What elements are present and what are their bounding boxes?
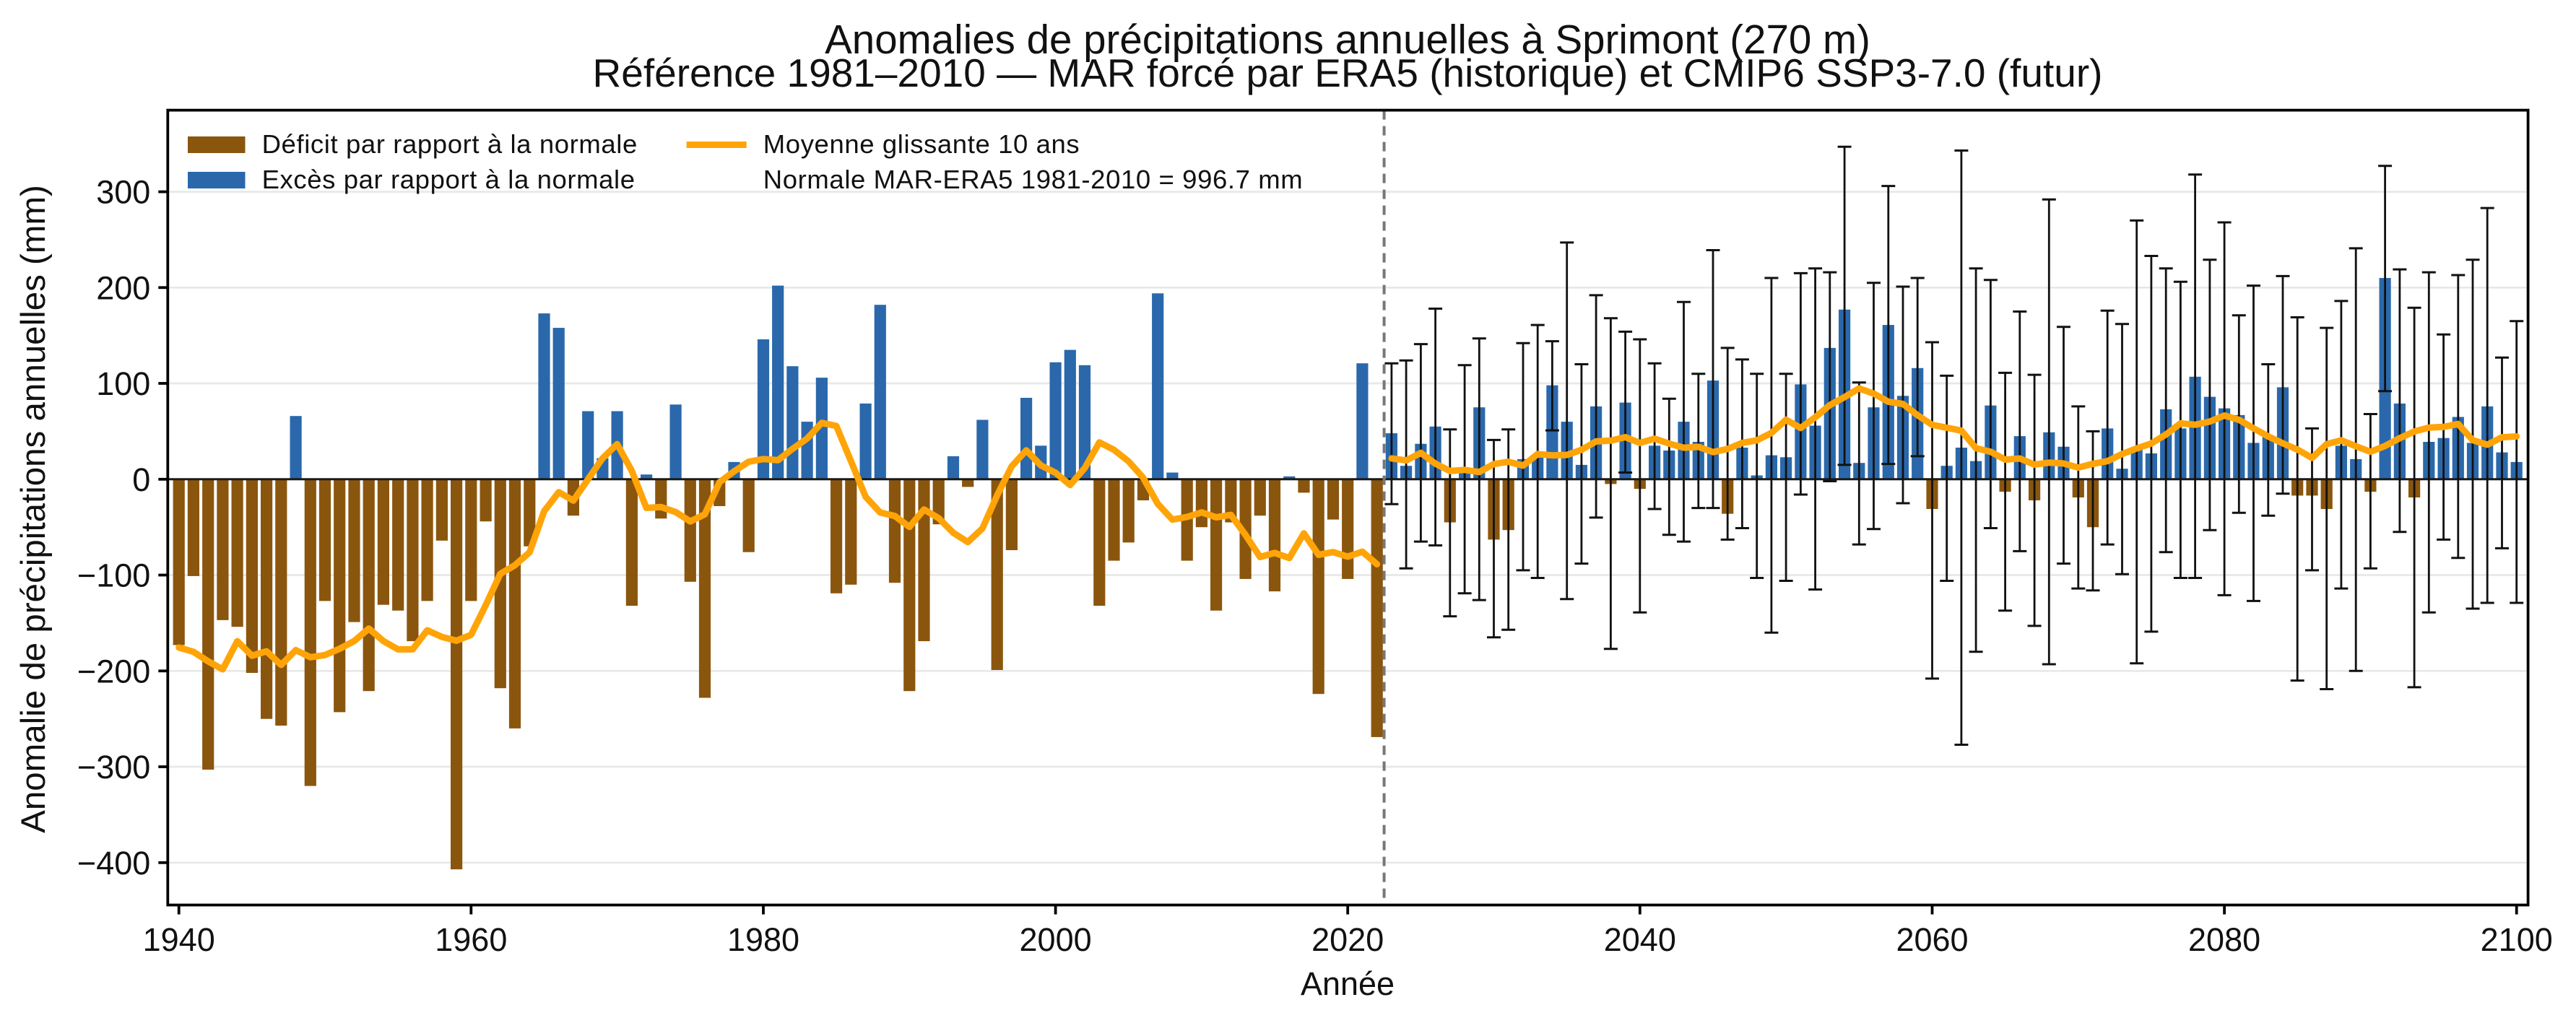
svg-text:0: 0 [132, 461, 150, 498]
svg-text:Année: Année [1301, 965, 1395, 1002]
svg-text:2100: 2100 [2481, 921, 2553, 958]
svg-text:1940: 1940 [143, 921, 215, 958]
svg-text:−200: −200 [77, 653, 150, 689]
svg-text:2020: 2020 [1311, 921, 1384, 958]
svg-text:1960: 1960 [435, 921, 507, 958]
svg-text:2080: 2080 [2188, 921, 2260, 958]
svg-text:Anomalies de précipitations an: Anomalies de précipitations annuelles à … [825, 17, 1870, 62]
svg-text:2000: 2000 [1020, 921, 1092, 958]
svg-text:Moyenne glissante 10 ans: Moyenne glissante 10 ans [763, 129, 1080, 159]
svg-text:Référence 1981–2010 — MAR forc: Référence 1981–2010 — MAR forcé par ERA5… [593, 51, 2103, 95]
svg-text:−300: −300 [77, 749, 150, 786]
svg-text:−400: −400 [77, 845, 150, 882]
svg-text:200: 200 [96, 269, 150, 306]
svg-text:100: 100 [96, 365, 150, 402]
svg-text:Déficit par rapport à la norma: Déficit par rapport à la normale [262, 129, 638, 159]
svg-text:300: 300 [96, 174, 150, 211]
svg-text:2060: 2060 [1896, 921, 1968, 958]
svg-text:2040: 2040 [1604, 921, 1676, 958]
svg-text:1980: 1980 [727, 921, 799, 958]
svg-text:Excès par rapport à la normale: Excès par rapport à la normale [262, 165, 636, 194]
svg-text:Normale MAR-ERA5 1981-2010 = 9: Normale MAR-ERA5 1981-2010 = 996.7 mm [763, 165, 1303, 194]
svg-text:−100: −100 [77, 557, 150, 594]
svg-text:Anomalie de précipitations ann: Anomalie de précipitations annuelles (mm… [14, 185, 53, 833]
